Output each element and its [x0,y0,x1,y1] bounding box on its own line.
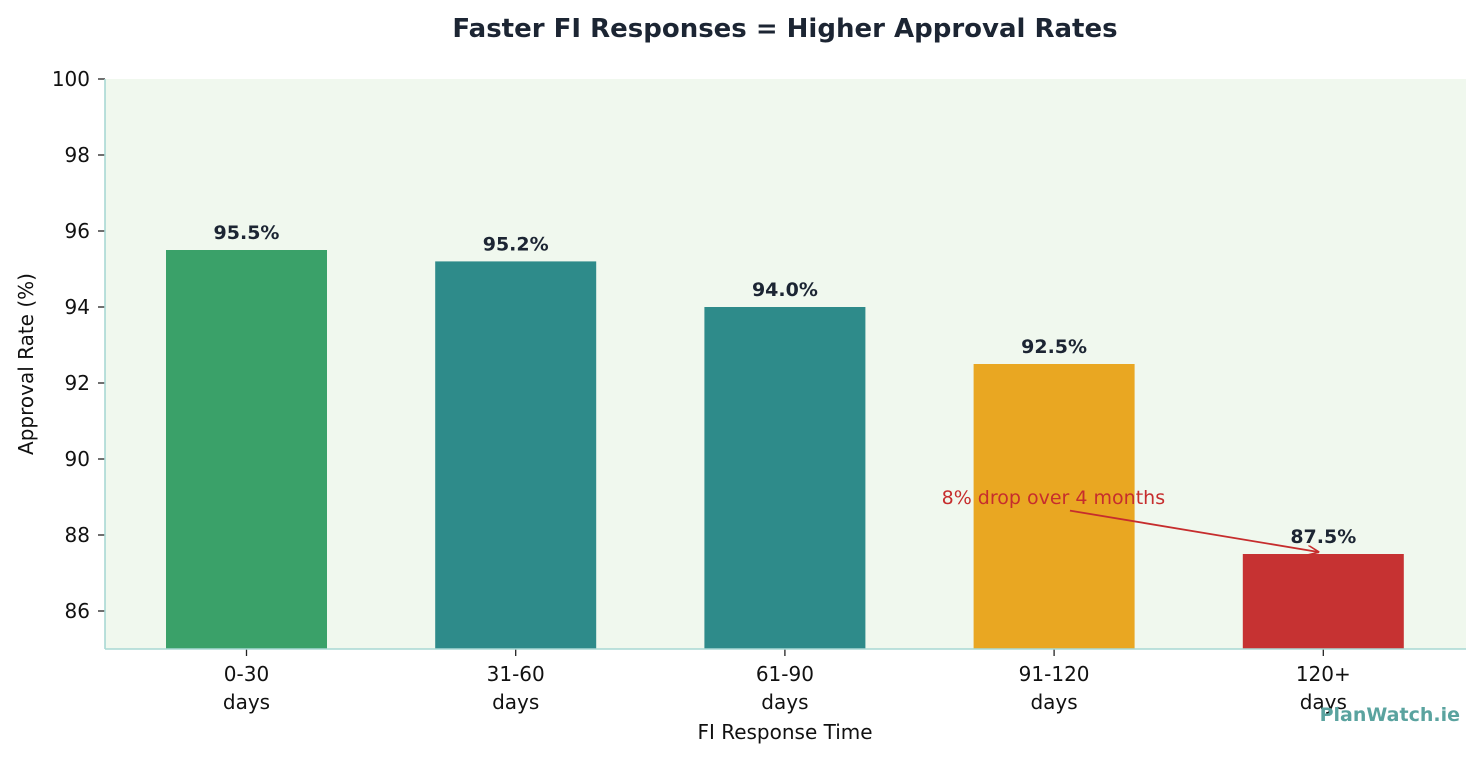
value-label-0: 95.5% [214,222,280,244]
annotation-arrow [1069,509,1318,552]
x-axis: 0-30 days 31-60 days 61-90 days 91-120 days 120+… [223,649,1351,714]
y-tick-label-92: 92 [65,371,90,395]
y-tick-label-88: 88 [65,523,90,547]
x-tick-label-4: 120+ days [1296,662,1351,714]
value-labels-group: 95.5% 95.2% 94.0% 92.5% 87.5% [214,222,1357,548]
bar-1 [435,261,597,649]
y-tick-label-98: 98 [65,143,90,167]
y-tick-label-100: 100 [52,67,90,91]
y-tick-label-90: 90 [65,447,90,471]
annotation-text: 8% drop over 4 months [942,487,1165,509]
annotation: 8% drop over 4 months [942,487,1319,552]
y-tick-label-96: 96 [65,219,90,243]
bar-2 [704,307,866,649]
y-axis-label: Approval Rate (%) [14,273,38,455]
x-tick-label-1: 31-60 days [487,662,545,714]
y-tick-label-86: 86 [65,599,90,623]
value-label-1: 95.2% [483,233,549,255]
bar-0 [166,250,327,649]
y-axis: 86 88 90 92 94 96 98 100 [52,67,105,623]
value-label-3: 92.5% [1021,336,1087,358]
x-tick-label-3: 91-120 days [1019,662,1090,714]
x-axis-label: FI Response Time [697,720,872,744]
y-tick-label-94: 94 [65,295,90,319]
bar-3 [973,364,1135,649]
watermark-text: PlanWatch.ie [1320,704,1460,726]
bar-4 [1242,554,1404,649]
x-tick-label-2: 61-90 days [756,662,814,714]
chart-title: Faster FI Responses = Higher Approval Ra… [452,14,1117,44]
x-tick-label-0: 0-30 days [223,662,270,714]
value-label-4: 87.5% [1290,526,1356,548]
bars-group [166,250,1404,649]
value-label-2: 94.0% [752,279,818,301]
